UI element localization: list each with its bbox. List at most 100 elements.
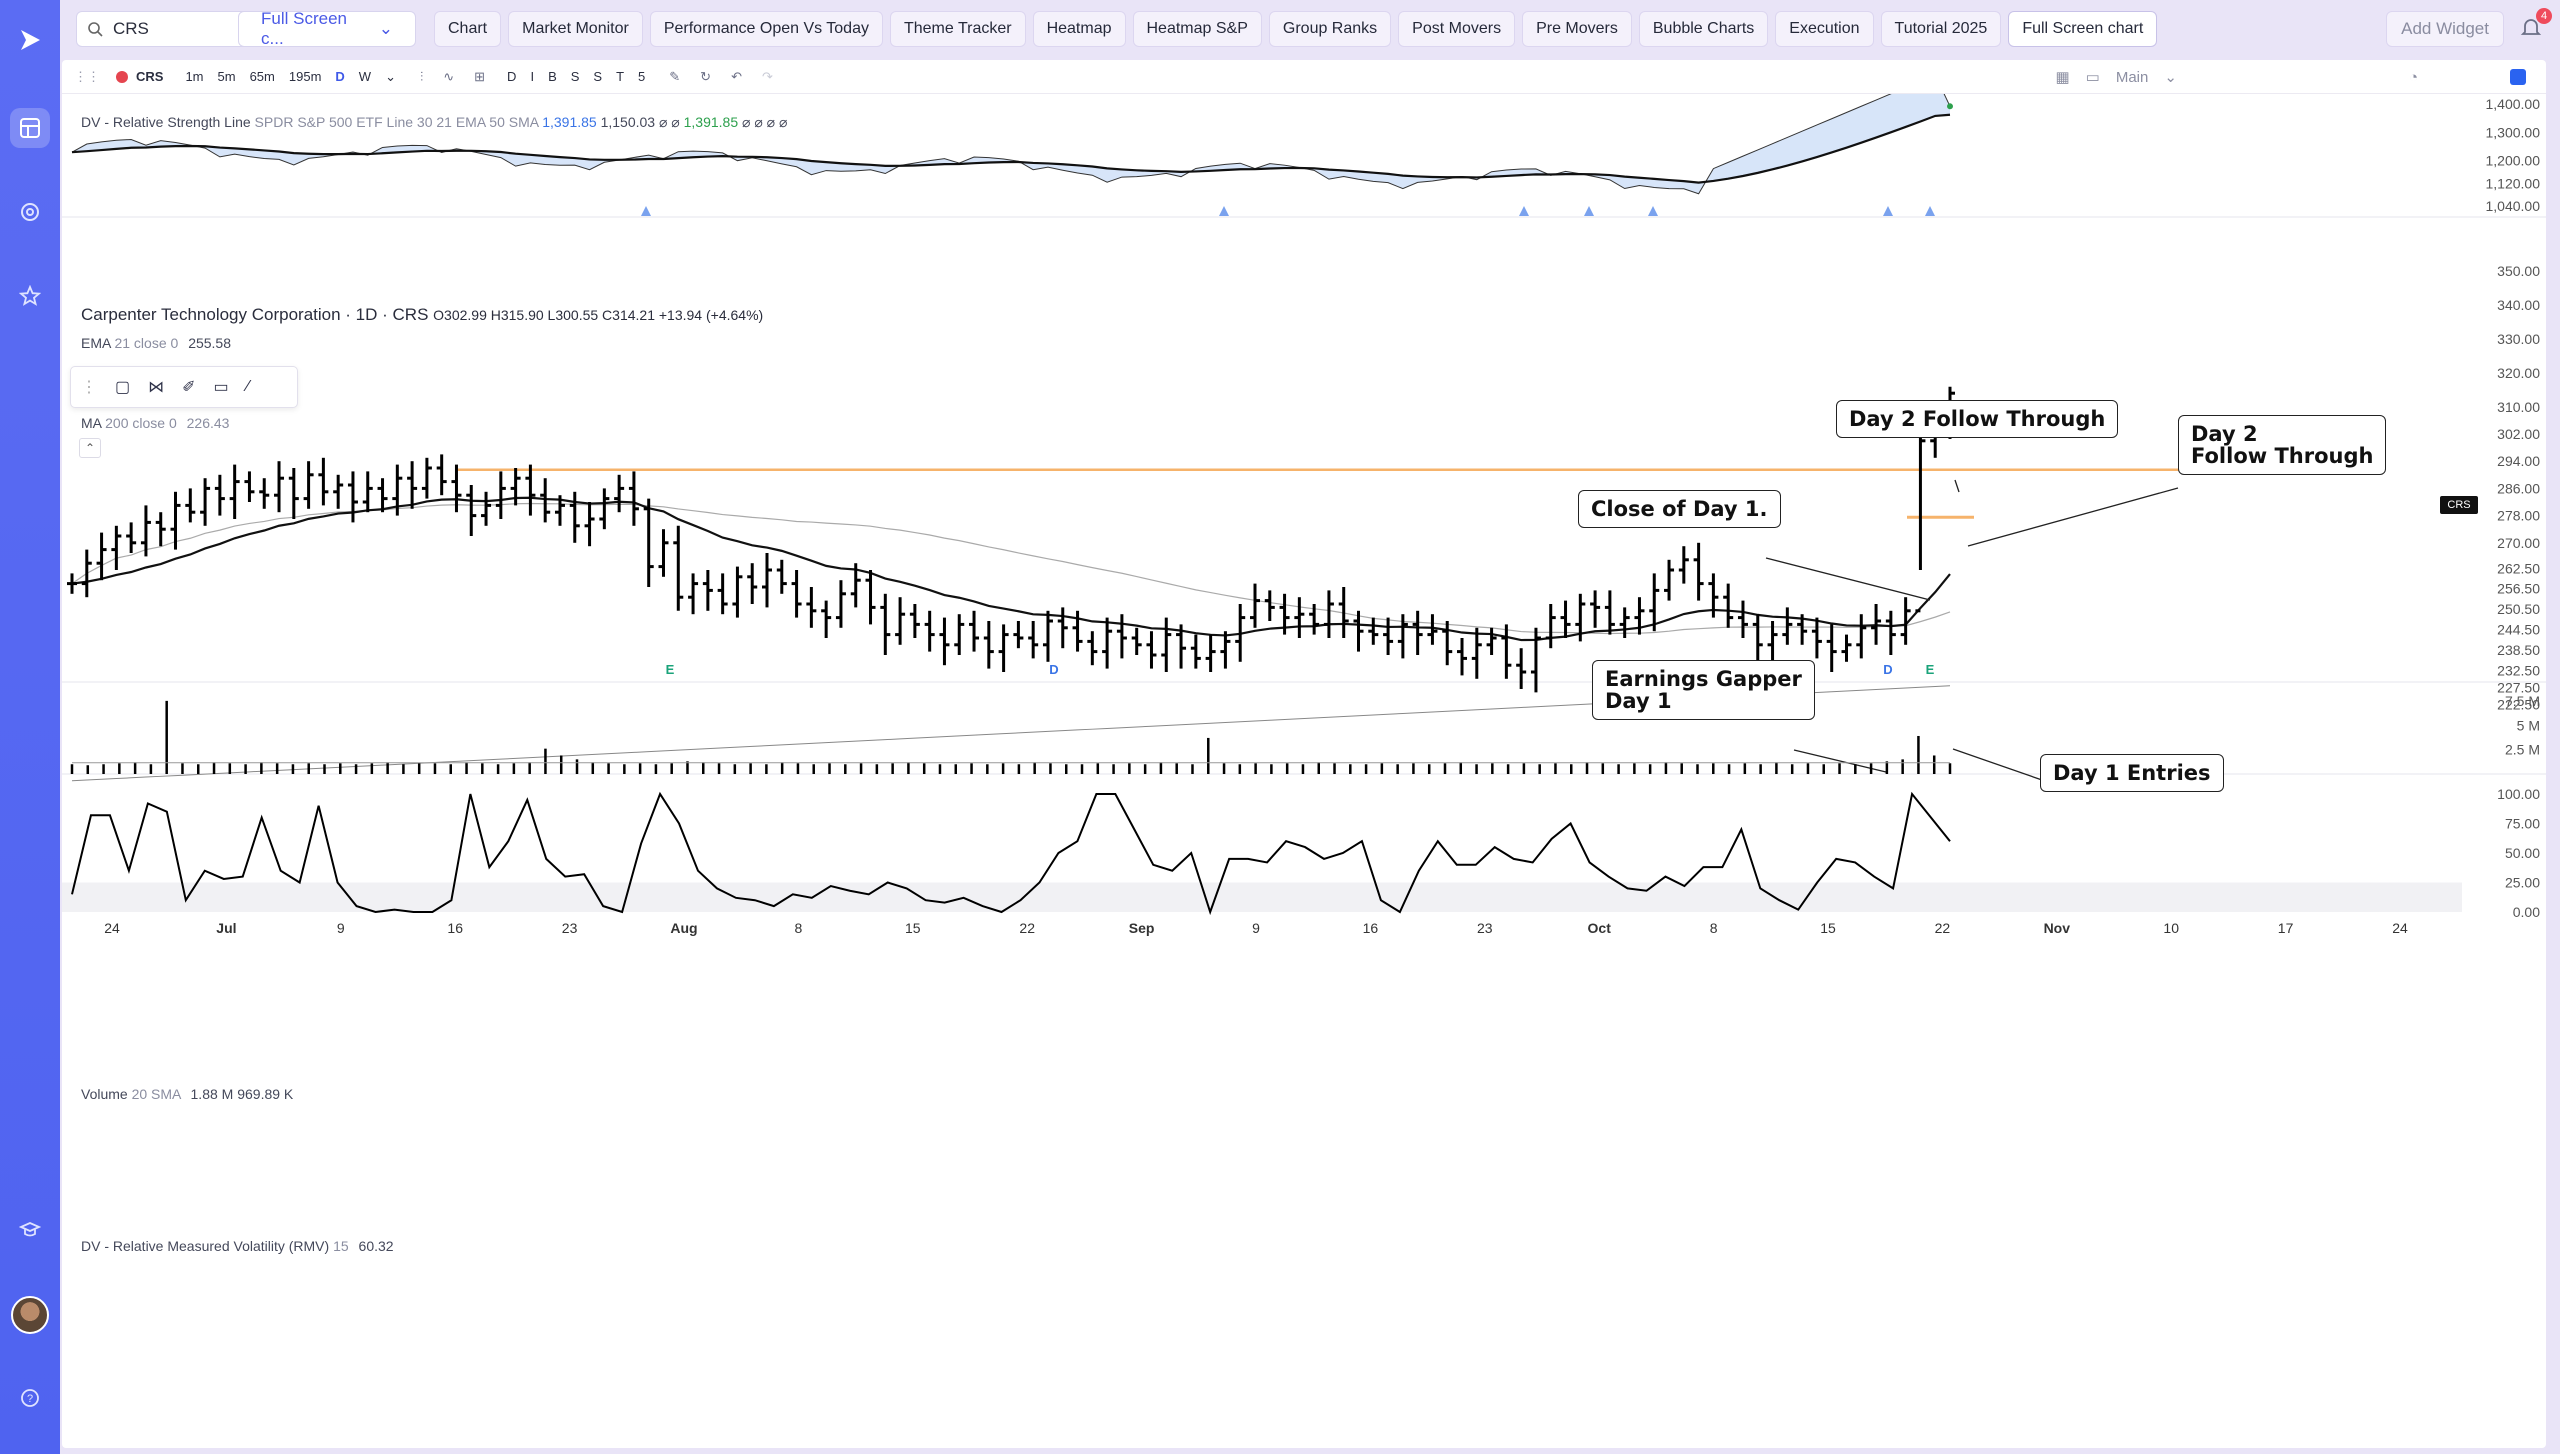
event-marker-3: E: [1926, 662, 1935, 677]
folder-icon[interactable]: ▭: [2085, 69, 2100, 86]
add-widget-button[interactable]: Add Widget: [2386, 11, 2504, 47]
rs-ytick-2: 1,200.00: [2486, 153, 2541, 169]
layout-select[interactable]: Full Screen c... ⌄: [238, 9, 416, 48]
timeframe-65m[interactable]: 65m: [249, 68, 275, 84]
callout-day2-follow-through-right[interactable]: Day 2 Follow Through: [2178, 415, 2387, 476]
price-ytick-16: 227.50: [2497, 679, 2540, 695]
panel-color-swatch[interactable]: [2510, 69, 2526, 85]
layout-grid-icon[interactable]: ▦: [2055, 69, 2070, 86]
tab-bubble-charts[interactable]: Bubble Charts: [1638, 11, 1769, 47]
timeframe-195m[interactable]: 195m: [288, 68, 322, 84]
x-axis-label-4: 23: [562, 920, 578, 936]
avatar[interactable]: [11, 1296, 49, 1334]
toolbar-symbol[interactable]: CRS: [136, 69, 164, 84]
tab-post-movers[interactable]: Post Movers: [1398, 11, 1516, 47]
collapse-legend-button[interactable]: ⌃: [79, 438, 101, 458]
drag-handle-icon[interactable]: ⋮⋮: [74, 68, 100, 84]
rmv-legend: DV - Relative Measured Volatility (RMV) …: [81, 1238, 394, 1254]
comment-tool-icon[interactable]: ▭: [213, 379, 229, 396]
redo-icon[interactable]: ↷: [761, 68, 773, 84]
timeframe-1m[interactable]: 1m: [185, 68, 204, 84]
callout-day1-entries[interactable]: Day 1 Entries: [2040, 754, 2224, 793]
x-axis-label-20: 24: [2392, 920, 2408, 936]
callout-close-of-day1[interactable]: Close of Day 1.: [1578, 490, 1781, 529]
education-icon[interactable]: [10, 1210, 50, 1250]
tab-group-ranks[interactable]: Group Ranks: [1268, 11, 1392, 47]
layout-name[interactable]: Main: [2115, 68, 2149, 86]
tab-full-screen-chart[interactable]: Full Screen chart: [2008, 11, 2158, 47]
price-ytick-15: 232.50: [2497, 662, 2540, 678]
timeframe-d[interactable]: D: [335, 68, 345, 84]
rs-legend: DV - Relative Strength Line SPDR S&P 500…: [81, 114, 787, 131]
fib-tool-icon[interactable]: ⋈: [148, 379, 165, 396]
timeframe-group: 1m 5m 65m 195m D W ⌄: [185, 69, 396, 85]
tab-performance-open-vs-today[interactable]: Performance Open Vs Today: [649, 11, 883, 47]
bell-icon[interactable]: 4: [2520, 8, 2552, 42]
day-filter-6[interactable]: 5: [638, 69, 646, 84]
symbol-status-dot: [116, 70, 128, 83]
callout-day2-follow-through-top[interactable]: Day 2 Follow Through: [1836, 400, 2119, 439]
day-filter-5[interactable]: T: [616, 69, 625, 84]
chevron-down-icon[interactable]: ⌄: [385, 68, 396, 84]
drawing-toolbar: ⋮ ▢ ⋈ ✐ ▭ ⁄: [70, 366, 298, 408]
refresh-icon[interactable]: ↻: [700, 68, 712, 84]
price-ytick-9: 270.00: [2497, 535, 2540, 551]
day-filter-1[interactable]: I: [530, 69, 535, 84]
chart-canvas[interactable]: 1,400.00 1,300.00 1,200.00 1,120.00 1,040.00…: [62, 94, 2546, 1448]
x-axis-label-1: Jul: [216, 920, 236, 936]
tab-chart[interactable]: Chart: [434, 11, 502, 47]
logo-play-icon[interactable]: [10, 20, 50, 60]
price-ytick-14: 238.50: [2497, 642, 2540, 658]
day-filter-0[interactable]: D: [507, 69, 517, 84]
x-axis-label-8: 22: [1019, 920, 1035, 936]
tab-theme-tracker[interactable]: Theme Tracker: [889, 11, 1026, 47]
day-filter-2[interactable]: B: [548, 69, 557, 84]
day-filter-4[interactable]: S: [593, 69, 603, 84]
price-title: Carpenter Technology Corporation · 1D · …: [81, 305, 429, 324]
tab-heatmap[interactable]: Heatmap: [1032, 11, 1126, 47]
rs-legend-params: SPDR S&P 500 ETF Line 30 21 EMA 50 SMA: [254, 114, 539, 130]
rmv-legend-params: 15: [333, 1238, 349, 1254]
x-axis-label-15: 15: [1820, 920, 1836, 936]
undo-icon[interactable]: ↶: [731, 68, 742, 84]
toolbar-right: ▦ ▭ Main ⌄ ◔: [2055, 60, 2526, 94]
callout-leader-4: [1952, 748, 2043, 781]
x-axis-label-6: 8: [795, 920, 803, 936]
callout-earnings-gapper[interactable]: Earnings Gapper Day 1: [1592, 660, 1815, 721]
volume-value-2: 969.89 K: [237, 1086, 294, 1102]
rs-ytick-4: 1,040.00: [2486, 198, 2541, 214]
price-ytick-12: 250.50: [2497, 601, 2540, 617]
volume-ytick-2: 2.5 M: [2505, 742, 2540, 758]
rs-value-1: 1,391.85: [542, 114, 597, 130]
indicators-icon[interactable]: ∿: [443, 68, 455, 84]
rectangle-tool-icon[interactable]: ▢: [115, 379, 131, 396]
x-axis-label-0: 24: [104, 920, 120, 936]
line-tool-icon[interactable]: ⁄: [246, 378, 250, 395]
price-ytick-10: 262.50: [2497, 560, 2540, 576]
bar-style-icon[interactable]: ⫶: [419, 68, 424, 84]
tab-execution[interactable]: Execution: [1775, 11, 1874, 47]
rs-triangle-marker-6: [1925, 206, 1935, 216]
tab-tutorial-2025[interactable]: Tutorial 2025: [1880, 11, 2002, 47]
tab-pre-movers[interactable]: Pre Movers: [1522, 11, 1632, 47]
tab-market-monitor[interactable]: Market Monitor: [508, 11, 643, 47]
callout-leader-2: [1765, 557, 1931, 601]
timeframe-5m[interactable]: 5m: [217, 68, 236, 84]
ema-legend: EMA 21 close 0 255.58: [81, 335, 231, 351]
pencil-icon[interactable]: ✎: [669, 68, 681, 84]
star-icon[interactable]: [10, 276, 50, 316]
theme-toggle-icon[interactable]: ◔: [2408, 68, 2418, 86]
chevron-down-icon[interactable]: ⌄: [2164, 69, 2177, 86]
ema-value: 255.58: [188, 335, 232, 351]
layout-label: Full Screen c...: [261, 9, 347, 48]
brush-tool-icon[interactable]: ✐: [182, 379, 196, 396]
tab-heatmap-s-p[interactable]: Heatmap S&P: [1132, 11, 1262, 47]
radar-icon[interactable]: [10, 192, 50, 232]
charts-icon[interactable]: [10, 108, 50, 148]
day-filter-3[interactable]: S: [570, 69, 580, 84]
grip-icon[interactable]: ⋮: [81, 379, 97, 396]
help-icon[interactable]: ?: [10, 1378, 50, 1418]
templates-icon[interactable]: ⊞: [474, 68, 486, 84]
timeframe-w[interactable]: W: [358, 68, 372, 84]
callout-leader-1: [1967, 487, 2179, 547]
